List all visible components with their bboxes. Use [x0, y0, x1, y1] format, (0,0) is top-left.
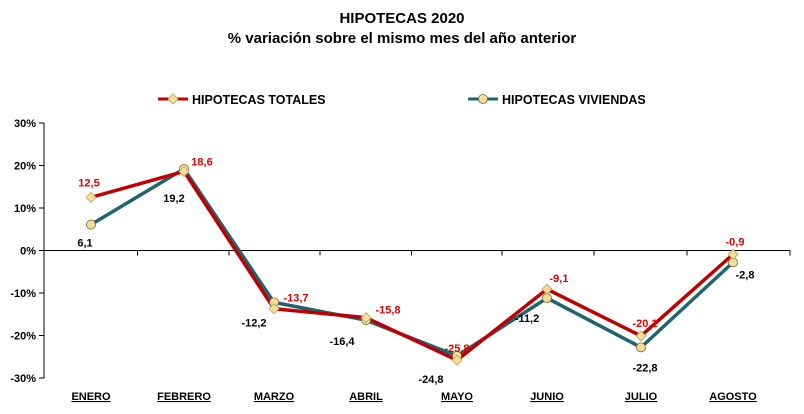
data-point — [360, 312, 372, 324]
x-tick-label: MARZO — [254, 391, 295, 403]
data-point — [451, 354, 463, 366]
y-tick-label: -30% — [10, 373, 36, 385]
data-label: 12,5 — [78, 177, 99, 189]
legend-marker — [478, 94, 488, 104]
data-label: -9,1 — [550, 273, 569, 285]
series-line — [90, 169, 735, 362]
data-label: -0,9 — [726, 236, 745, 248]
y-tick-label: 30% — [14, 118, 36, 130]
data-point — [178, 165, 190, 178]
data-label: -20,1 — [632, 318, 657, 330]
data-point — [85, 191, 97, 203]
data-label: 19,2 — [163, 193, 184, 205]
data-point — [541, 283, 553, 295]
data-label: -22,8 — [632, 362, 657, 374]
data-point — [86, 219, 96, 230]
data-label: -2,8 — [736, 269, 755, 281]
data-point — [542, 293, 552, 304]
chart-subtitle: % variación sobre el mismo mes del año a… — [227, 30, 577, 47]
y-tick-label: 0% — [20, 246, 36, 258]
x-tick-label: AGOSTO — [709, 391, 757, 403]
data-point — [727, 248, 739, 260]
x-tick-label: JUNIO — [530, 391, 564, 403]
data-label: 6,1 — [77, 238, 92, 250]
y-tick-label: -20% — [10, 331, 36, 343]
data-label: -11,2 — [515, 313, 539, 325]
data-label: -24,8 — [418, 374, 443, 386]
data-label: -13,7 — [283, 293, 308, 305]
x-tick-label: ABRIL — [349, 391, 383, 403]
y-tick-label: 20% — [14, 161, 36, 173]
x-tick-label: JULIO — [625, 391, 658, 403]
data-point — [636, 342, 646, 353]
legend-label: HIPOTECAS VIVIENDAS — [502, 93, 646, 107]
x-tick-label: FEBRERO — [157, 391, 211, 403]
chart-title: HIPOTECAS 2020 — [339, 10, 465, 27]
data-point — [268, 303, 280, 315]
legend-marker — [167, 93, 179, 105]
data-label: 18,6 — [191, 156, 212, 168]
x-tick-label: MAYO — [441, 391, 473, 403]
x-tick-label: ENERO — [71, 391, 111, 403]
data-point — [635, 330, 647, 342]
data-label: -16,4 — [329, 336, 355, 348]
legend-label: HIPOTECAS TOTALES — [192, 93, 326, 107]
data-label: -12,2 — [241, 317, 266, 329]
y-tick-label: -10% — [10, 288, 36, 300]
data-label: -15,8 — [375, 305, 400, 317]
y-tick-label: 10% — [14, 203, 36, 215]
data-label: -25,8 — [444, 343, 469, 355]
